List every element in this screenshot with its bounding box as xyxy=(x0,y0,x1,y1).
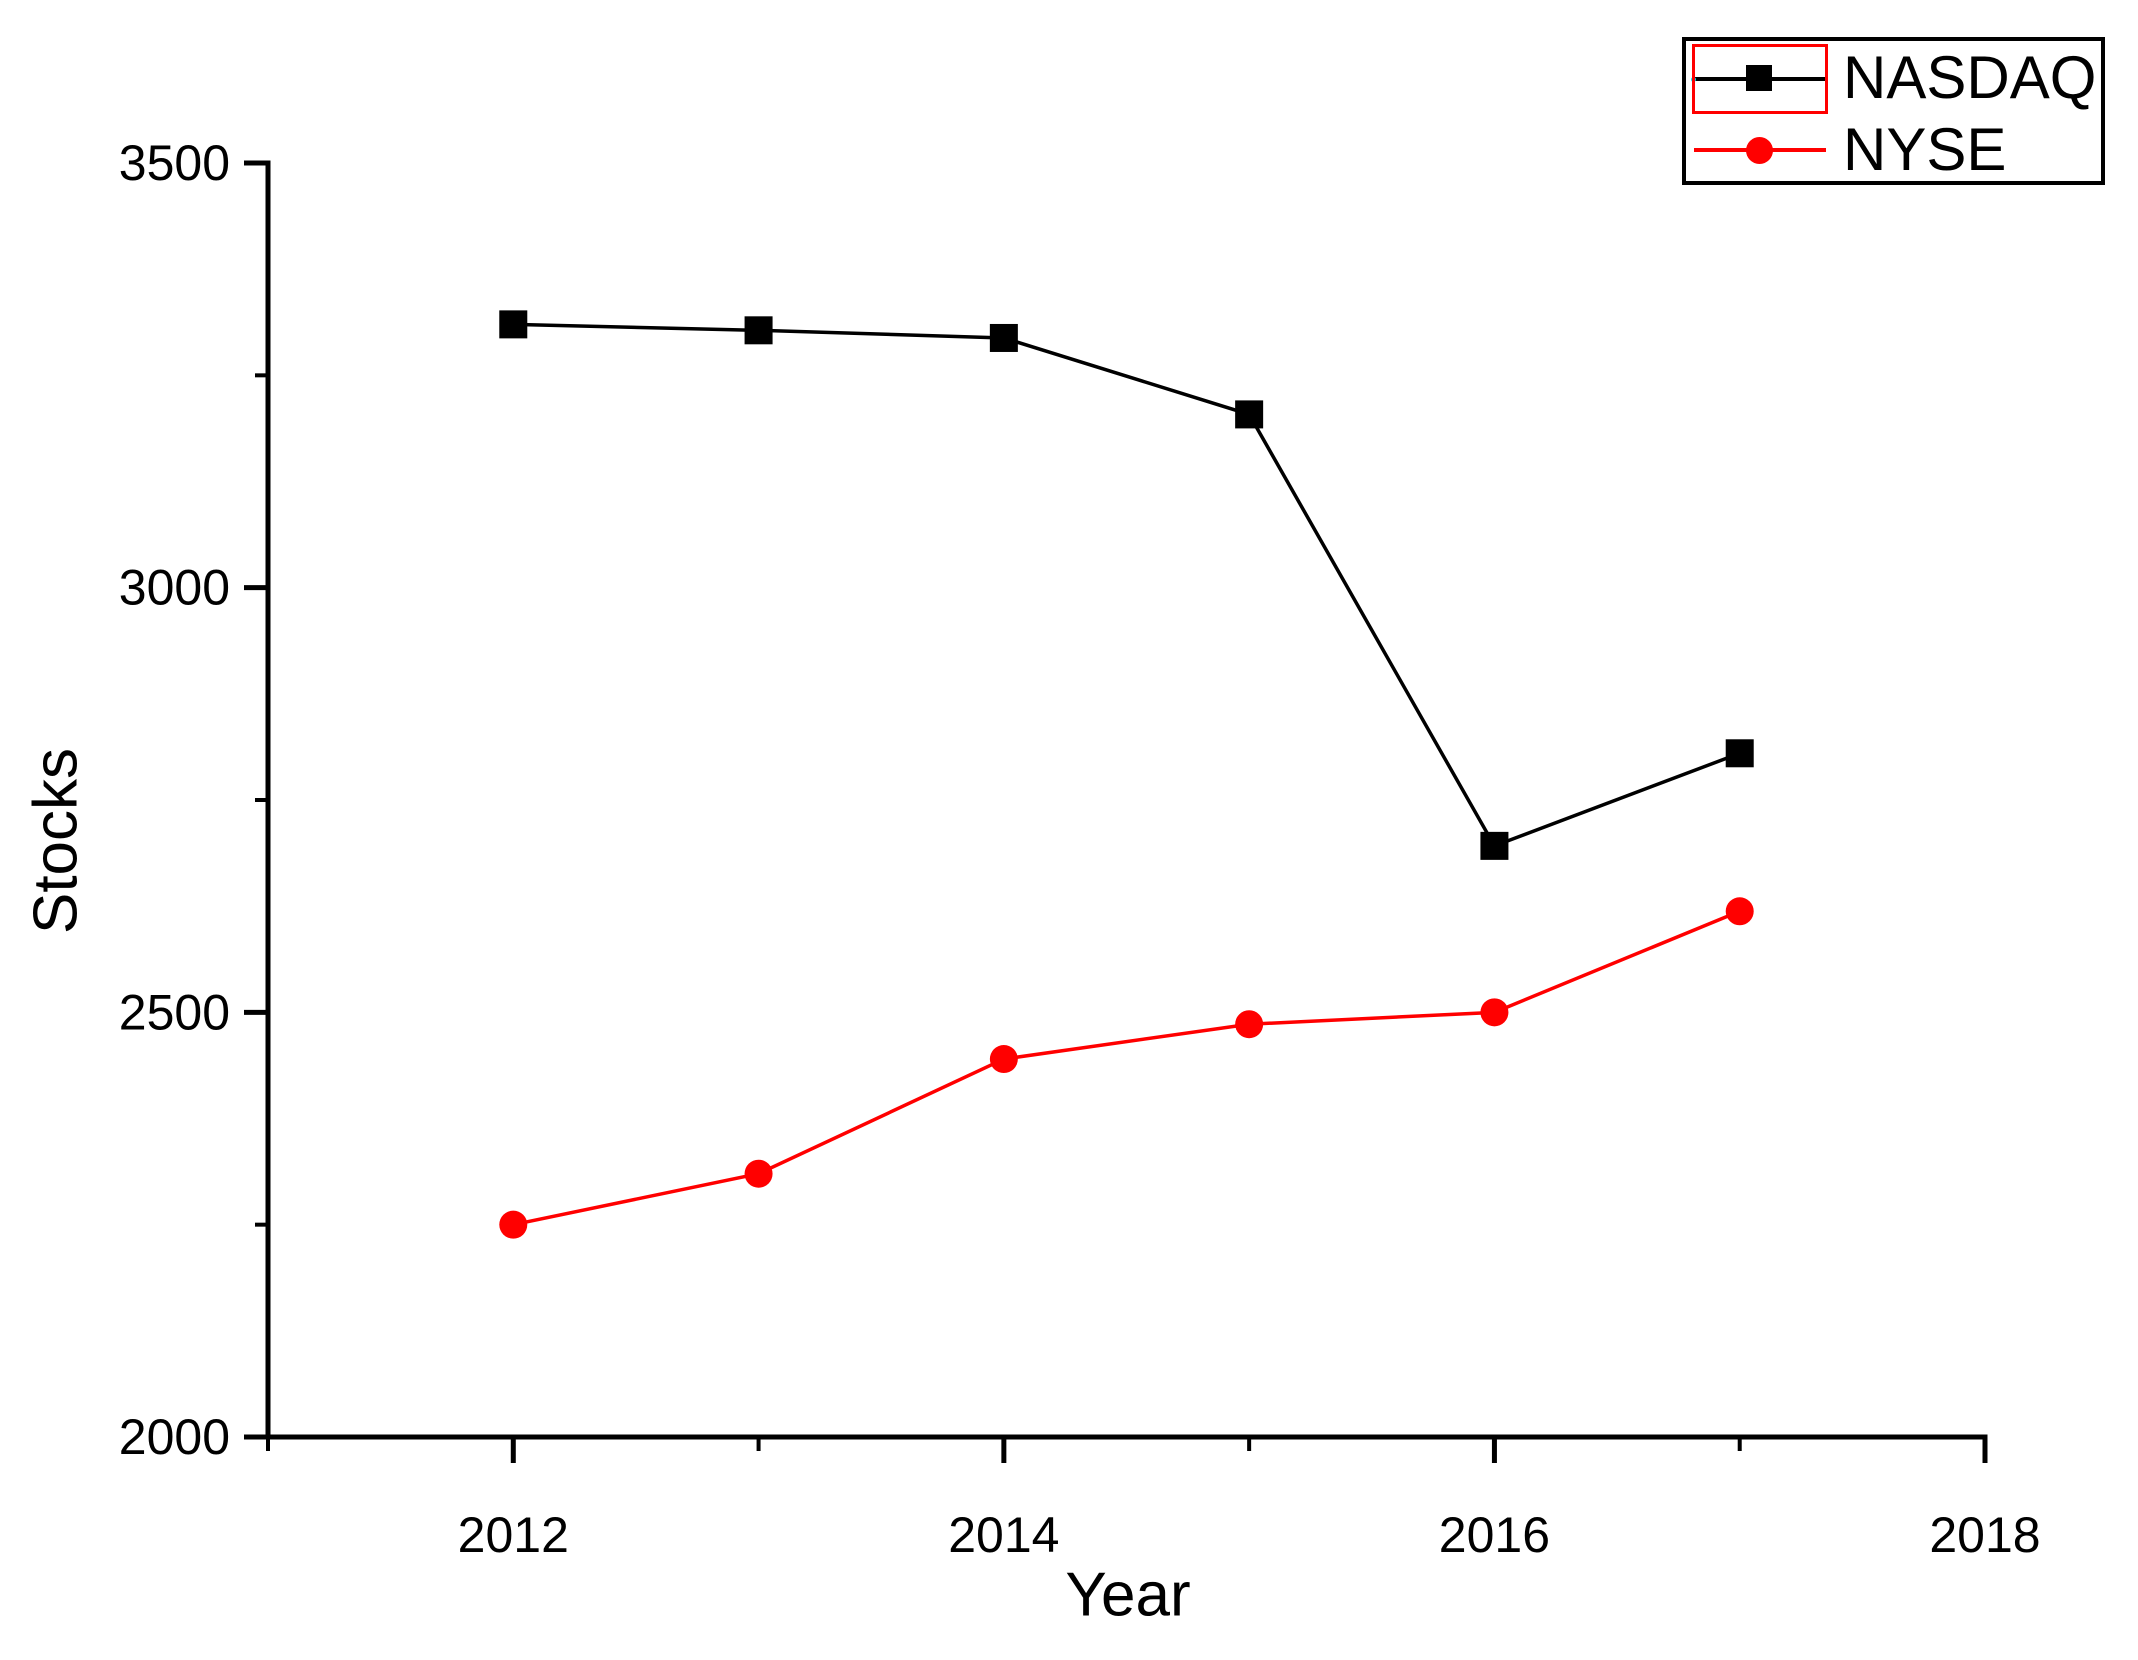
x-tick-label-2018: 2018 xyxy=(1929,1507,2040,1563)
nasdaq-point-2015 xyxy=(1235,400,1264,429)
nyse-point-2013 xyxy=(744,1159,773,1188)
nasdaq-line xyxy=(513,322,1741,849)
legend-label-nasdaq: NASDAQ xyxy=(1843,44,2097,111)
nasdaq-point-2017 xyxy=(1725,739,1754,768)
nasdaq-square-marker-icon xyxy=(1746,65,1772,91)
y-tick-label-3500: 3500 xyxy=(119,135,230,191)
y-tick-label-2500: 2500 xyxy=(119,984,230,1040)
y-tick-label-3000: 3000 xyxy=(119,560,230,616)
nyse-point-2015 xyxy=(1235,1010,1264,1039)
nasdaq-point-2016 xyxy=(1480,831,1509,860)
nyse-point-2016 xyxy=(1480,998,1509,1027)
nasdaq-point-2013 xyxy=(744,316,773,345)
legend-selection-box xyxy=(1692,44,1828,114)
nyse-point-2017 xyxy=(1725,897,1754,926)
x-tick-label-2014: 2014 xyxy=(948,1507,1059,1563)
y-tick-label-2000: 2000 xyxy=(119,1409,230,1465)
nasdaq-point-2012 xyxy=(499,310,528,339)
nyse-point-2012 xyxy=(499,1210,528,1239)
legend-label-nyse: NYSE xyxy=(1843,116,2007,183)
nyse-circle-marker-icon xyxy=(1746,137,1773,164)
nasdaq-point-2014 xyxy=(989,323,1018,352)
nyse-line xyxy=(512,909,1741,1227)
x-tick-label-2012: 2012 xyxy=(458,1507,569,1563)
y-axis-title: Stocks xyxy=(21,747,91,935)
x-tick-label-2016: 2016 xyxy=(1439,1507,1550,1563)
nyse-point-2014 xyxy=(989,1045,1018,1074)
legend: NASDAQ NYSE xyxy=(1682,37,2105,185)
x-axis-title: Year xyxy=(1065,1560,1191,1630)
